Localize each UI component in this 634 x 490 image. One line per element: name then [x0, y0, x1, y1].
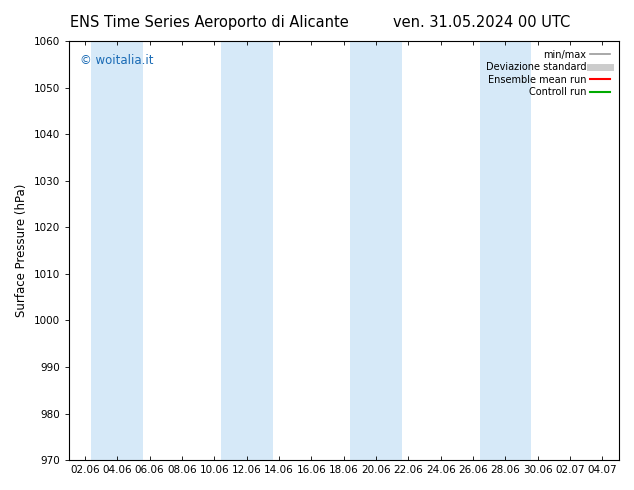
Text: © woitalia.it: © woitalia.it — [80, 53, 153, 67]
Y-axis label: Surface Pressure (hPa): Surface Pressure (hPa) — [15, 184, 28, 318]
Bar — [91, 41, 143, 460]
Bar — [479, 41, 531, 460]
Bar — [350, 41, 402, 460]
Bar — [221, 41, 273, 460]
Text: ENS Time Series Aeroporto di Alicante: ENS Time Series Aeroporto di Alicante — [70, 15, 349, 30]
Legend: min/max, Deviazione standard, Ensemble mean run, Controll run: min/max, Deviazione standard, Ensemble m… — [482, 46, 614, 101]
Text: ven. 31.05.2024 00 UTC: ven. 31.05.2024 00 UTC — [393, 15, 571, 30]
